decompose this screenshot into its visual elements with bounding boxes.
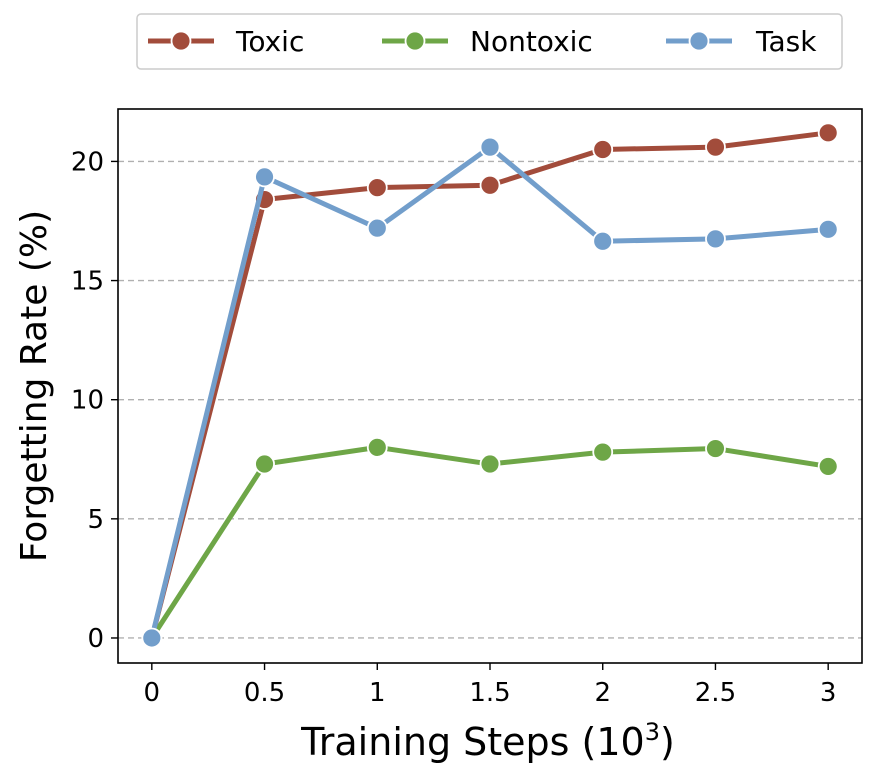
- data-point-task: [366, 217, 388, 239]
- series-line-task: [149, 144, 831, 641]
- data-point-nontoxic: [479, 453, 501, 475]
- data-point-nontoxic: [705, 438, 726, 459]
- x-tick-label: 1: [369, 678, 386, 708]
- x-tick-label: 2: [594, 678, 611, 708]
- data-point-nontoxic: [817, 456, 839, 477]
- x-tick-label: 3: [820, 678, 837, 708]
- series-layer: [141, 122, 839, 649]
- data-point-task: [817, 218, 839, 240]
- x-tick-label: 2.5: [695, 678, 736, 708]
- data-point-nontoxic: [254, 453, 275, 475]
- series-toxic: [141, 122, 839, 649]
- legend-entry-toxic: Toxic: [148, 25, 304, 58]
- data-point-toxic: [366, 177, 388, 199]
- legend-entry-nontoxic: Nontoxic: [382, 25, 593, 58]
- x-axis-label-main: Training Steps (10: [300, 720, 645, 764]
- data-point-toxic: [705, 136, 726, 158]
- data-point-toxic: [479, 174, 501, 196]
- y-tick-label: 0: [87, 624, 104, 654]
- series-line-toxic: [149, 130, 831, 641]
- x-tick-label: 0.5: [244, 678, 285, 708]
- data-point-toxic: [817, 122, 839, 144]
- y-tick-label: 10: [71, 386, 104, 416]
- grid-lines: [118, 160, 862, 639]
- data-point-task: [705, 228, 726, 250]
- x-axis-label-superscript: 3: [645, 718, 660, 746]
- legend-frame: [136, 13, 843, 70]
- axes: 0 5 10 15 20 0 0.5 1 1.5 2 2.5 3: [71, 147, 837, 708]
- series-task: [141, 136, 839, 649]
- x-tick-label: 1.5: [469, 678, 510, 708]
- x-axis-label: Training Steps (103): [300, 718, 675, 764]
- y-tick-label: 20: [71, 147, 104, 177]
- y-axis-label: Forgetting Rate (%): [14, 210, 55, 562]
- legend: Toxic Nontoxic Task: [136, 13, 843, 70]
- legend-marker-nontoxic: [404, 30, 426, 52]
- legend-label-toxic: Toxic: [235, 25, 304, 58]
- legend-entry-task: Task: [666, 25, 817, 58]
- x-axis-label-suffix: ): [660, 720, 675, 764]
- x-tick-label: 0: [144, 678, 161, 708]
- data-point-toxic: [592, 139, 614, 160]
- series-nontoxic: [141, 436, 839, 649]
- data-point-task: [479, 136, 501, 158]
- legend-marker-toxic: [170, 30, 192, 52]
- data-point-task: [254, 166, 275, 188]
- y-tick-label: 15: [71, 267, 104, 297]
- legend-marker-task: [688, 30, 710, 52]
- data-point-task: [141, 627, 163, 649]
- data-point-nontoxic: [366, 436, 388, 458]
- legend-label-nontoxic: Nontoxic: [470, 25, 593, 58]
- series-line-nontoxic: [149, 444, 831, 641]
- data-point-task: [592, 230, 614, 252]
- y-tick-label: 5: [87, 505, 104, 535]
- legend-label-task: Task: [755, 25, 817, 58]
- data-point-nontoxic: [592, 441, 614, 463]
